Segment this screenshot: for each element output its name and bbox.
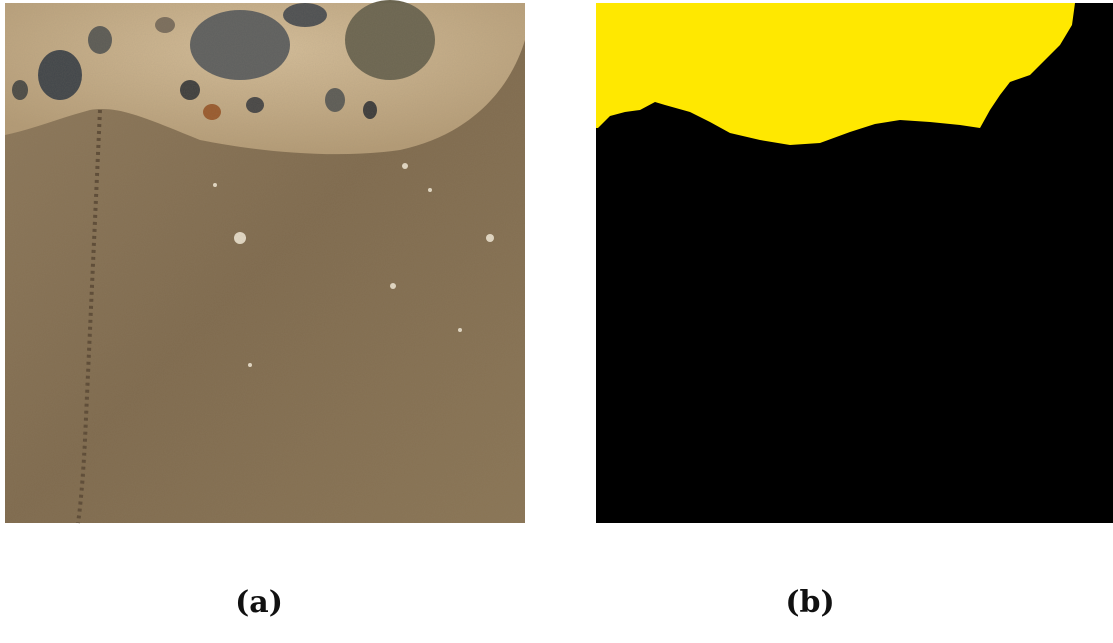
panel-label: (b) [785,585,834,620]
mask-panel [596,3,1113,523]
panel-label: (a) [235,585,283,620]
photo-panel [5,0,525,523]
photo-texture [5,3,525,523]
figure: (a) (b) [0,0,1113,639]
